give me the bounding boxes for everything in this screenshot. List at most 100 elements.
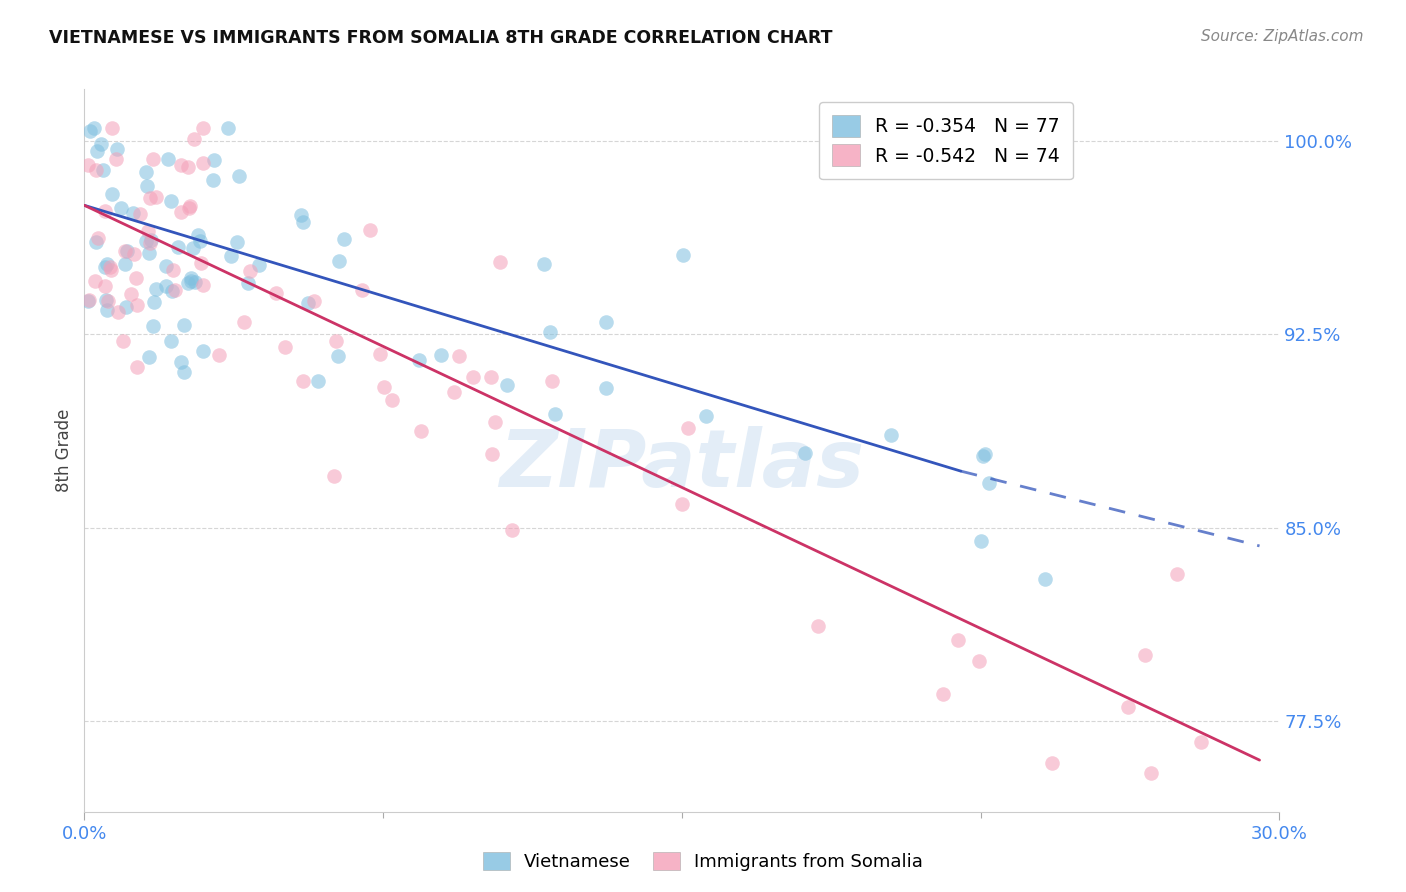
Point <box>672 247 695 261</box>
Y-axis label: 8th Grade: 8th Grade <box>55 409 73 492</box>
Point <box>145 282 167 296</box>
Point <box>350 284 373 298</box>
Point <box>373 379 395 393</box>
Point <box>191 277 214 292</box>
Point <box>538 325 561 339</box>
Point <box>125 271 148 285</box>
Point <box>155 259 177 273</box>
Point <box>114 257 136 271</box>
Point <box>297 295 319 310</box>
Point <box>183 275 205 289</box>
Point <box>678 421 700 435</box>
Point <box>1042 756 1064 770</box>
Point <box>94 260 117 275</box>
Point <box>1033 573 1056 587</box>
Point <box>807 618 830 632</box>
Point <box>1116 700 1139 714</box>
Point <box>86 162 108 177</box>
Text: VIETNAMESE VS IMMIGRANTS FROM SOMALIA 8TH GRADE CORRELATION CHART: VIETNAMESE VS IMMIGRANTS FROM SOMALIA 8T… <box>49 29 832 46</box>
Point <box>484 415 506 429</box>
Point <box>125 359 148 374</box>
Point <box>93 279 115 293</box>
Point <box>170 355 193 369</box>
Point <box>233 315 256 329</box>
Point <box>167 239 190 253</box>
Point <box>225 235 247 249</box>
Point <box>96 293 118 308</box>
Point <box>595 315 617 329</box>
Point <box>202 153 225 168</box>
Point <box>138 350 160 364</box>
Point <box>217 120 239 135</box>
Point <box>794 446 817 460</box>
Point <box>135 179 157 194</box>
Point <box>138 246 160 260</box>
Point <box>332 232 354 246</box>
Point <box>183 241 205 255</box>
Point <box>238 276 260 290</box>
Point <box>115 301 138 315</box>
Point <box>292 214 315 228</box>
Point <box>179 199 201 213</box>
Point <box>307 374 329 388</box>
Point <box>110 201 132 215</box>
Point <box>100 260 122 274</box>
Point <box>1189 734 1212 748</box>
Point <box>139 191 162 205</box>
Point <box>139 235 162 250</box>
Point <box>96 257 118 271</box>
Point <box>595 381 617 395</box>
Point <box>973 447 995 461</box>
Point <box>162 262 184 277</box>
Point <box>83 274 105 288</box>
Point <box>1133 648 1156 662</box>
Point <box>122 247 145 261</box>
Point <box>86 144 108 158</box>
Point <box>967 654 990 668</box>
Point <box>170 205 193 219</box>
Legend: Vietnamese, Immigrants from Somalia: Vietnamese, Immigrants from Somalia <box>475 845 931 879</box>
Point <box>290 208 312 222</box>
Point <box>193 343 215 358</box>
Point <box>76 293 98 308</box>
Point <box>180 274 202 288</box>
Point <box>323 469 346 483</box>
Point <box>533 257 555 271</box>
Point <box>121 206 143 220</box>
Point <box>977 476 1000 491</box>
Point <box>87 231 110 245</box>
Point <box>447 349 470 363</box>
Point <box>326 349 349 363</box>
Point <box>139 233 162 247</box>
Point <box>359 223 381 237</box>
Point <box>120 286 142 301</box>
Point <box>170 158 193 172</box>
Point <box>112 334 135 348</box>
Point <box>157 152 180 166</box>
Point <box>247 258 270 272</box>
Point <box>408 352 430 367</box>
Point <box>100 263 122 277</box>
Point <box>142 294 165 309</box>
Point <box>114 244 136 259</box>
Point <box>479 370 502 384</box>
Point <box>695 409 717 424</box>
Point <box>191 156 214 170</box>
Point <box>190 256 212 270</box>
Point <box>411 424 433 438</box>
Point <box>183 131 205 145</box>
Point <box>1140 766 1163 780</box>
Point <box>128 207 150 221</box>
Point <box>177 201 200 215</box>
Point <box>302 293 325 308</box>
Point <box>325 334 347 348</box>
Point <box>970 534 993 549</box>
Point <box>443 385 465 400</box>
Point <box>90 137 112 152</box>
Point <box>274 341 297 355</box>
Point <box>187 227 209 242</box>
Point <box>239 263 262 277</box>
Point <box>948 632 970 647</box>
Point <box>177 160 200 174</box>
Point <box>79 124 101 138</box>
